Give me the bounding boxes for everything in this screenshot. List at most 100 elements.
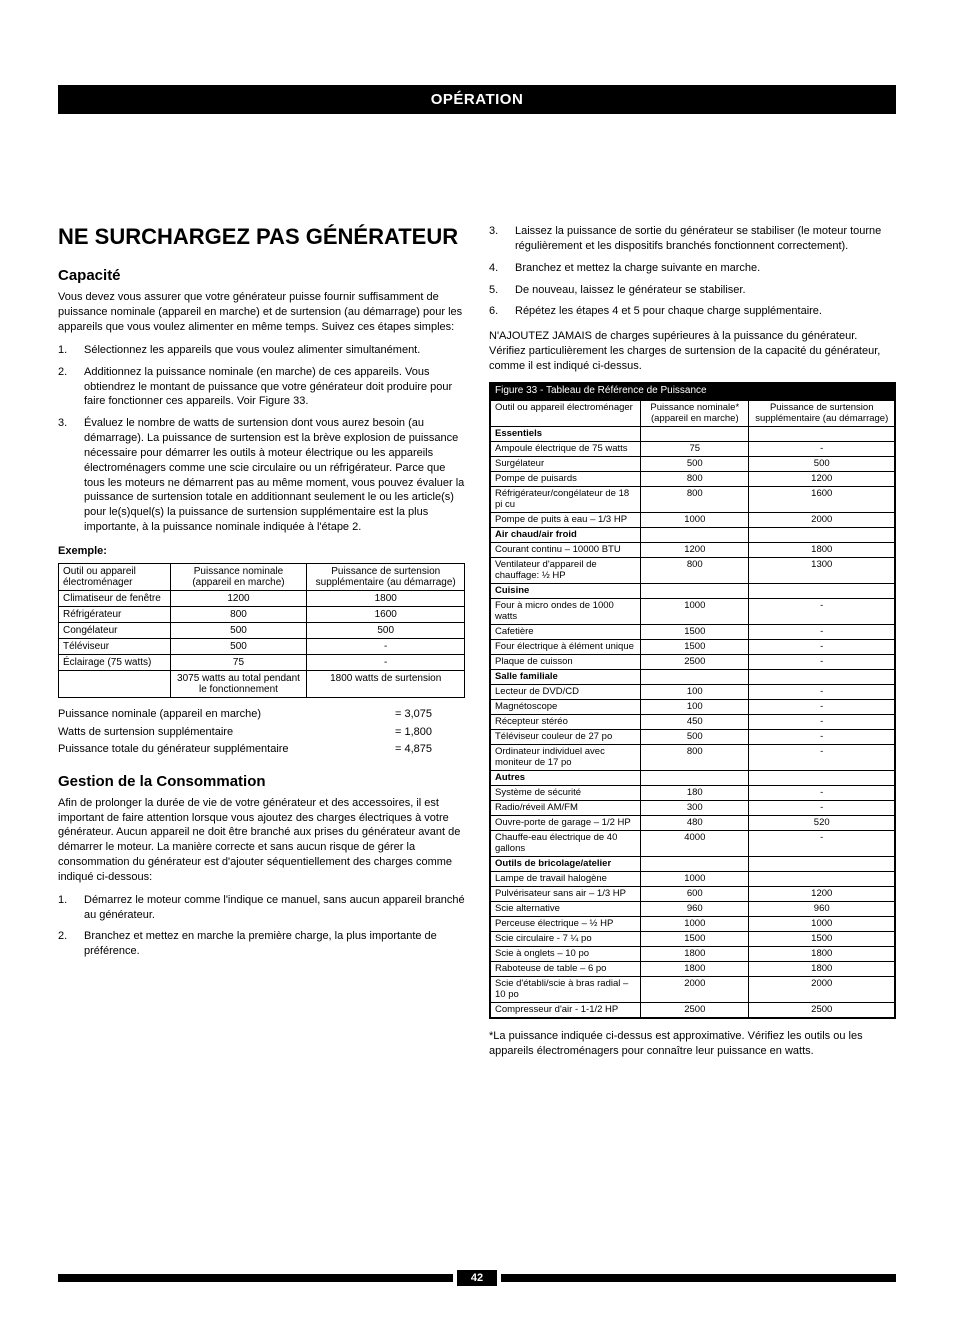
- table-row: Système de sécurité180-: [490, 785, 895, 800]
- table-row: Scie à onglets – 10 po18001800: [490, 946, 895, 961]
- table-cell: 480: [641, 815, 749, 830]
- table-header: Outil ou appareil électroménager: [490, 400, 641, 427]
- main-heading: NE SURCHARGEZ PAS GÉNÉRATEUR: [58, 224, 465, 249]
- table-cell: Scie alternative: [490, 901, 641, 916]
- table-category-row: Salle familiale: [490, 669, 895, 684]
- table-total-row: 3075 watts au total pendant le fonctionn…: [59, 670, 465, 697]
- table-cell: 1500: [641, 624, 749, 639]
- table-row: Congélateur500500: [59, 622, 465, 638]
- totals-value: = 1,800: [395, 724, 465, 742]
- table-cell: -: [749, 639, 895, 654]
- table-cell: 1000: [641, 871, 749, 886]
- table-cell: -: [307, 638, 465, 654]
- table-cell: Scie à onglets – 10 po: [490, 946, 641, 961]
- table-cell: [641, 426, 749, 441]
- table-cell: 2500: [641, 654, 749, 669]
- page-number: 42: [457, 1270, 497, 1286]
- management-steps: Démarrez le moteur comme l'indique ce ma…: [58, 893, 465, 959]
- table-cell: 1300: [749, 557, 895, 583]
- table-cell: -: [749, 729, 895, 744]
- table-cell: 1200: [641, 542, 749, 557]
- list-item: Démarrez le moteur comme l'indique ce ma…: [58, 893, 465, 923]
- table-cell: 2000: [749, 976, 895, 1002]
- example-label: Exemple:: [58, 545, 465, 557]
- table-category-row: Outils de bricolage/atelier: [490, 856, 895, 871]
- list-item: Additionnez la puissance nominale (en ma…: [58, 365, 465, 410]
- totals-value: = 4,875: [395, 741, 465, 759]
- table-cell: 500: [641, 729, 749, 744]
- table-category-row: Cuisine: [490, 583, 895, 598]
- table-category-row: Essentiels: [490, 426, 895, 441]
- table-cell: Pompe de puisards: [490, 471, 641, 486]
- table-cell: 2500: [749, 1002, 895, 1018]
- table-category-cell: Cuisine: [490, 583, 641, 598]
- list-item: Laissez la puissance de sortie du généra…: [489, 224, 896, 254]
- table-cell: 1200: [749, 471, 895, 486]
- table-row: Scie alternative960960: [490, 901, 895, 916]
- table-cell: Réfrigérateur/congélateur de 18 pi cu: [490, 486, 641, 512]
- table-cell: 1600: [307, 606, 465, 622]
- capacity-heading: Capacité: [58, 267, 465, 284]
- table-header: Puissance de surtension supplémentaire (…: [307, 563, 465, 590]
- continued-steps: Laissez la puissance de sortie du généra…: [489, 224, 896, 319]
- table-row: Récepteur stéréo450-: [490, 714, 895, 729]
- table-cell: 450: [641, 714, 749, 729]
- table-cell: 75: [170, 654, 307, 670]
- table-category-cell: Salle familiale: [490, 669, 641, 684]
- right-column: Laissez la puissance de sortie du généra…: [489, 224, 896, 1058]
- table-cell: -: [749, 699, 895, 714]
- table-cell: Pulvérisateur sans air – 1/3 HP: [490, 886, 641, 901]
- table-cell: 500: [307, 622, 465, 638]
- table-cell: Éclairage (75 watts): [59, 654, 171, 670]
- table-cell: 1800: [749, 961, 895, 976]
- table-cell: 800: [641, 486, 749, 512]
- table-cell: 1500: [641, 639, 749, 654]
- table-cell: -: [749, 598, 895, 624]
- table-cell: [641, 770, 749, 785]
- table-cell: Récepteur stéréo: [490, 714, 641, 729]
- totals-label: Watts de surtension supplémentaire: [58, 724, 395, 742]
- table-row: Pompe de puisards8001200: [490, 471, 895, 486]
- list-item: Branchez et mettez en marche la première…: [58, 929, 465, 959]
- table-cell: 500: [170, 638, 307, 654]
- table-cell: Réfrigérateur: [59, 606, 171, 622]
- table-row: Compresseur d'air - 1-1/2 HP25002500: [490, 1002, 895, 1018]
- table-cell: [641, 527, 749, 542]
- table-cell: Ventilateur d'appareil de chauffage: ½ H…: [490, 557, 641, 583]
- table-cell: -: [749, 800, 895, 815]
- table-cell: Perceuse électrique – ½ HP: [490, 916, 641, 931]
- table-cell: 4000: [641, 830, 749, 856]
- table-cell: [641, 669, 749, 684]
- table-cell: Courant continu – 10000 BTU: [490, 542, 641, 557]
- table-row: Four électrique à élément unique1500-: [490, 639, 895, 654]
- list-item: Branchez et mettez la charge suivante en…: [489, 261, 896, 276]
- table-cell: -: [749, 684, 895, 699]
- table-cell: Congélateur: [59, 622, 171, 638]
- table-header: Puissance nominale (appareil en marche): [170, 563, 307, 590]
- table-cell: Magnétoscope: [490, 699, 641, 714]
- table-cell: Téléviseur couleur de 27 po: [490, 729, 641, 744]
- table-cell: 1800 watts de surtension: [307, 670, 465, 697]
- table-row: Éclairage (75 watts)75-: [59, 654, 465, 670]
- table-category-cell: Air chaud/air froid: [490, 527, 641, 542]
- list-item: De nouveau, laissez le générateur se sta…: [489, 283, 896, 298]
- table-cell: Compresseur d'air - 1-1/2 HP: [490, 1002, 641, 1018]
- table-cell: 2000: [749, 512, 895, 527]
- totals-label: Puissance totale du générateur supplémen…: [58, 741, 395, 759]
- table-row: Climatiseur de fenêtre12001800: [59, 590, 465, 606]
- table-cell: 800: [641, 471, 749, 486]
- table-row: Réfrigérateur8001600: [59, 606, 465, 622]
- table-row: Ordinateur individuel avec moniteur de 1…: [490, 744, 895, 770]
- table-header: Puissance de surtension supplémentaire (…: [749, 400, 895, 427]
- table-cell: 1200: [749, 886, 895, 901]
- table-cell: [749, 669, 895, 684]
- table-category-row: Autres: [490, 770, 895, 785]
- table-cell: 300: [641, 800, 749, 815]
- table-cell: Ordinateur individuel avec moniteur de 1…: [490, 744, 641, 770]
- table-cell: -: [307, 654, 465, 670]
- table-cell: 500: [641, 456, 749, 471]
- table-cell: 500: [170, 622, 307, 638]
- totals-value: = 3,075: [395, 706, 465, 724]
- table-cell: Climatiseur de fenêtre: [59, 590, 171, 606]
- table-row: Lecteur de DVD/CD100-: [490, 684, 895, 699]
